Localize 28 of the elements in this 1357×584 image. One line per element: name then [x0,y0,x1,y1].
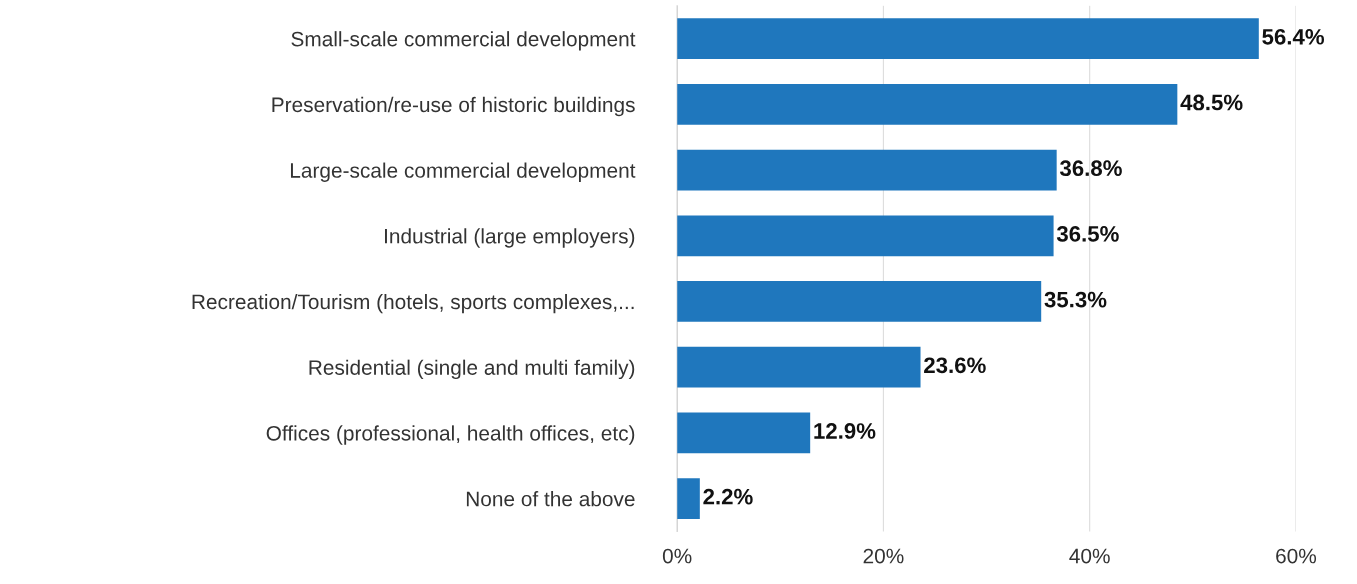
bar [677,84,1178,125]
x-tick-label: 40% [1069,548,1110,564]
y-tick-label: Industrial (large employers) [385,228,635,248]
y-tick-label: Recreation/Tourism (hotels, sports complexes,... [192,293,634,314]
y-tick-label: None of the above [466,491,635,507]
y-tick-label: Residential (single and multi family) [309,359,635,380]
bar [677,412,811,454]
bar [677,215,1054,257]
data-label: 48.5% [1180,94,1243,111]
bar [677,478,700,519]
bar [677,281,1042,322]
x-tick-label: 60% [1276,548,1317,564]
y-tick-label: Small-scale commercial development [291,31,636,51]
x-tick-label: 20% [863,548,904,564]
data-label: 35.3% [1044,291,1107,308]
bar [677,18,1259,60]
data-label: 36.8% [1059,160,1122,177]
data-label: 12.9% [814,423,876,439]
data-label: 2.2% [703,488,753,505]
bar [677,346,921,388]
y-tick-label: Large-scale commercial development [290,162,636,182]
data-label: 56.4% [1262,28,1325,45]
data-label: 36.5% [1056,226,1119,242]
x-tick-label: 0% [662,548,692,564]
y-tick-label: Preservation/re-use of historic buildings [272,96,635,117]
bar [677,149,1057,191]
y-tick-label: Offices (professional, health offices, etc) [266,425,635,445]
data-label: 23.6% [924,357,986,374]
